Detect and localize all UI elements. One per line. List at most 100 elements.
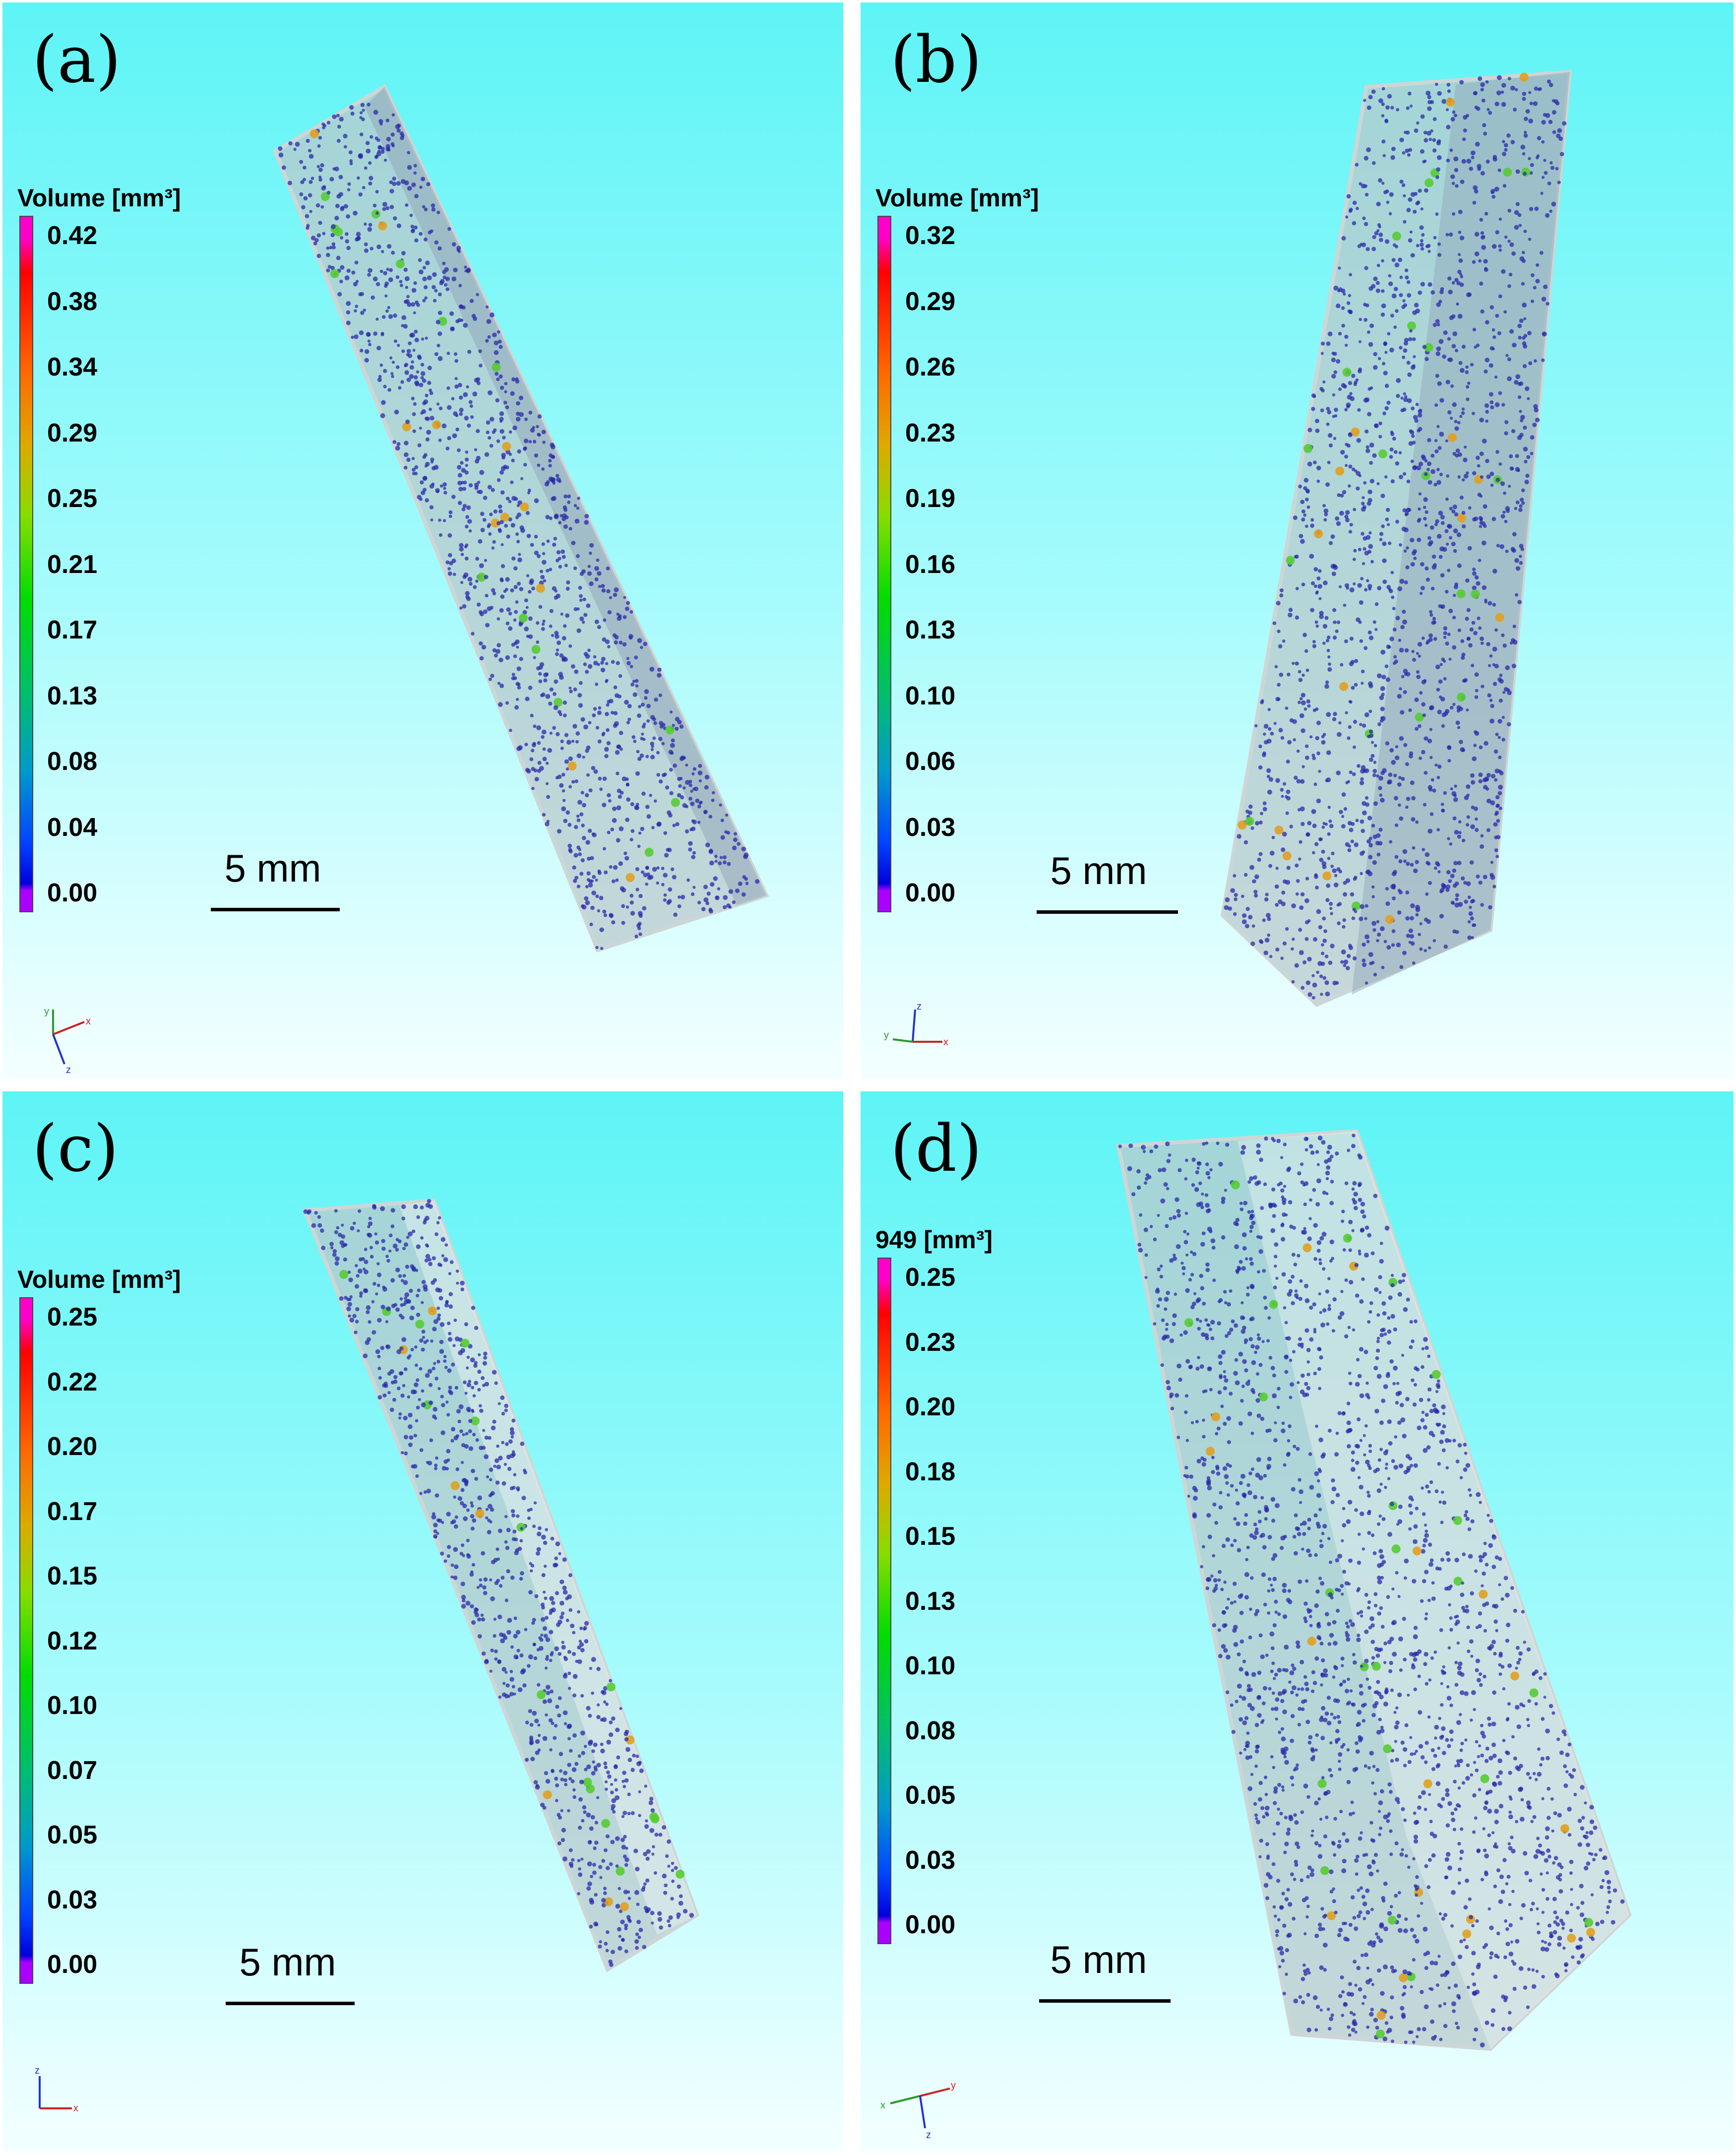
pore-dot bbox=[1483, 131, 1488, 136]
pore-dot bbox=[1349, 770, 1353, 774]
pore-dot bbox=[1436, 467, 1440, 471]
axis-label: x bbox=[86, 1016, 91, 1027]
pore-dot bbox=[1419, 691, 1423, 695]
pore-dot bbox=[624, 1857, 629, 1862]
pore-dot bbox=[1405, 565, 1410, 570]
pore-dot bbox=[554, 1556, 558, 1561]
panel-label: (b) bbox=[890, 22, 982, 97]
pore-dot bbox=[1455, 897, 1459, 901]
pore-dot bbox=[1359, 182, 1363, 186]
pore-dot bbox=[1429, 610, 1432, 614]
pore-dot bbox=[329, 177, 334, 182]
pore-dot bbox=[677, 1884, 682, 1889]
pore-dot bbox=[1352, 907, 1356, 911]
pore-dot bbox=[1425, 1413, 1429, 1417]
pore-dot bbox=[1517, 600, 1522, 604]
pore-dot bbox=[1357, 764, 1361, 768]
pore-dot bbox=[532, 1524, 536, 1528]
colorbar bbox=[877, 216, 891, 912]
pore-dot bbox=[1326, 407, 1330, 411]
pore-dot bbox=[406, 457, 411, 462]
pore-dot bbox=[1348, 530, 1353, 534]
pore-dot bbox=[537, 554, 541, 559]
pore-dot bbox=[1356, 617, 1361, 622]
pore-dot bbox=[1439, 914, 1444, 919]
pore-dot bbox=[1440, 1520, 1444, 1524]
pore-dot bbox=[1561, 1729, 1566, 1734]
pore-dot bbox=[582, 621, 585, 624]
pore-dot bbox=[1466, 708, 1469, 712]
pore-dot bbox=[1503, 491, 1506, 495]
pore-dot bbox=[1384, 475, 1388, 479]
pore-dot bbox=[651, 1921, 654, 1925]
pore-dot bbox=[440, 1430, 445, 1435]
pore-dot bbox=[635, 887, 639, 891]
pore-dot bbox=[1286, 760, 1290, 764]
pore-dot bbox=[1544, 171, 1548, 175]
pore-dot bbox=[1446, 524, 1451, 528]
pore-dot bbox=[538, 1734, 541, 1737]
pore-dot bbox=[1254, 724, 1258, 728]
pore-dot bbox=[1339, 510, 1344, 516]
pore-dot bbox=[545, 822, 550, 826]
pore-dot bbox=[624, 856, 629, 861]
pore-dot bbox=[515, 1630, 521, 1635]
pore-dot bbox=[682, 1908, 688, 1914]
pore-dot bbox=[1270, 1646, 1275, 1650]
pore-dot bbox=[545, 1637, 551, 1642]
pore-dot bbox=[562, 1673, 568, 1679]
pore-dot bbox=[1480, 834, 1484, 838]
pore-dot bbox=[556, 477, 561, 482]
pore-dot bbox=[332, 1249, 337, 1254]
pore-dot bbox=[1468, 506, 1472, 510]
pore-dot bbox=[720, 819, 724, 823]
pore-dot bbox=[1413, 1626, 1418, 1630]
pore-dot bbox=[537, 414, 542, 419]
pore-dot bbox=[627, 1792, 631, 1796]
pore-dot bbox=[1373, 744, 1377, 748]
pore-dot bbox=[1498, 1583, 1501, 1586]
pore-dot bbox=[441, 423, 447, 429]
pore-dot bbox=[581, 1819, 585, 1823]
pore-dot bbox=[427, 1369, 433, 1374]
pore-dot bbox=[560, 1809, 563, 1813]
pore-dot bbox=[1414, 697, 1419, 702]
pore-dot bbox=[1542, 176, 1545, 179]
pore-dot bbox=[1433, 236, 1437, 240]
pore-dot bbox=[1415, 860, 1419, 864]
pore-dot bbox=[1303, 478, 1309, 483]
pore-dot bbox=[1517, 213, 1522, 217]
pore-dot bbox=[1502, 691, 1506, 694]
pore-dot bbox=[1349, 700, 1353, 704]
pore-dot bbox=[1480, 903, 1484, 907]
pore-dot bbox=[616, 838, 620, 843]
pore-dot bbox=[372, 1282, 376, 1286]
pore-dot bbox=[1340, 494, 1344, 498]
pore-dot bbox=[299, 192, 304, 196]
pore-dot bbox=[523, 1468, 526, 1472]
pore-dot bbox=[543, 1790, 552, 1799]
pore-dot bbox=[540, 1633, 544, 1637]
pore-dot bbox=[1474, 232, 1480, 237]
pore-dot bbox=[309, 180, 313, 184]
pore-dot bbox=[1420, 282, 1425, 287]
pore-dot bbox=[369, 1246, 373, 1250]
pore-dot bbox=[1429, 705, 1434, 710]
pore-dot bbox=[568, 1608, 573, 1612]
pore-dot bbox=[1434, 439, 1438, 443]
pore-dot bbox=[613, 592, 618, 597]
pore-dot bbox=[1244, 1513, 1248, 1517]
pore-dot bbox=[1449, 536, 1452, 540]
pore-dot bbox=[500, 490, 505, 495]
pore-dot bbox=[1270, 1755, 1274, 1759]
pore-dot bbox=[334, 227, 343, 237]
pore-dot bbox=[1498, 391, 1502, 395]
pore-dot bbox=[543, 1590, 546, 1594]
pore-dot bbox=[637, 757, 642, 761]
pore-dot bbox=[1488, 1907, 1491, 1911]
pore-dot bbox=[720, 835, 725, 840]
pore-dot bbox=[1477, 1755, 1480, 1758]
pore-dot bbox=[496, 439, 500, 443]
pore-dot bbox=[1379, 1242, 1383, 1245]
pore-dot bbox=[632, 680, 636, 683]
